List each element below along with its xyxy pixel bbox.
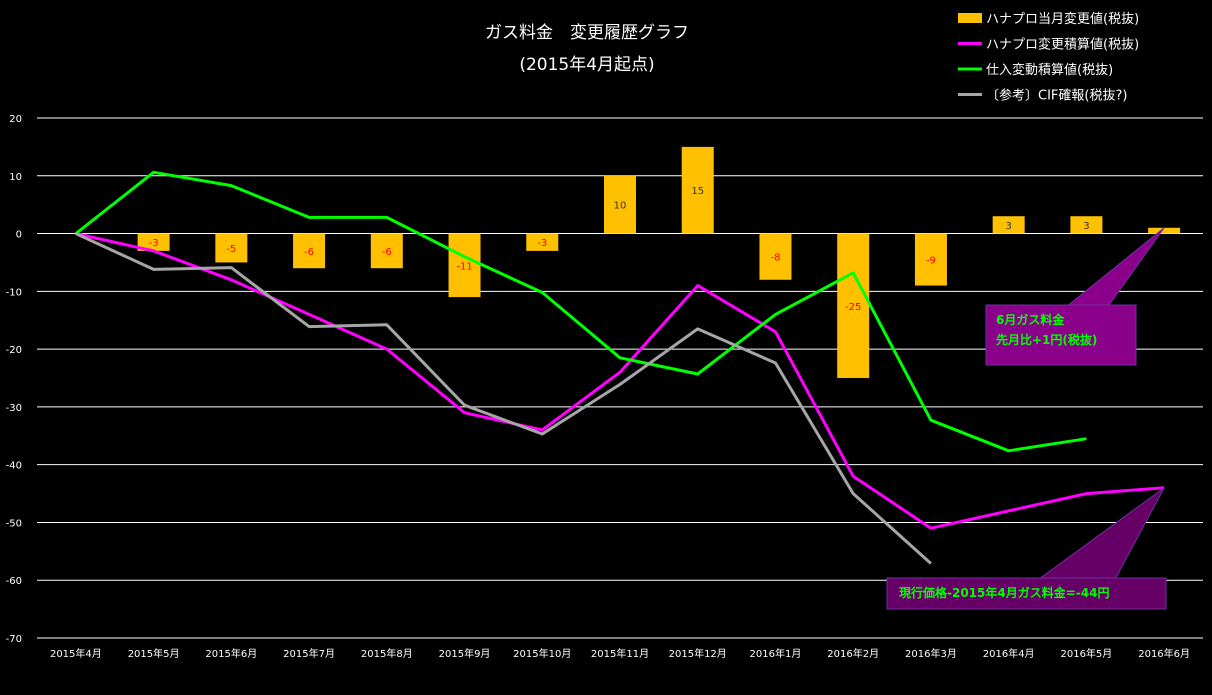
bar-data-label: -3 <box>537 238 547 249</box>
x-tick-label: 2016年1月 <box>750 647 802 660</box>
bar <box>1148 227 1181 234</box>
bar <box>604 175 636 234</box>
y-tick-label: -70 <box>6 634 22 645</box>
callout-box <box>886 577 1167 610</box>
callout-text: 現行価格-2015年4月ガス料金=-44円 <box>899 585 1109 600</box>
x-axis: 2015年4月 2015年5月 2015年6月 2015年7月 2015年8月 2015年… <box>50 647 1190 660</box>
bar-data-label: -9 <box>926 256 936 267</box>
y-tick-label: 20 <box>9 114 22 125</box>
x-tick-label: 2015年4月 <box>50 647 102 660</box>
x-tick-label: 2016年4月 <box>983 647 1035 660</box>
x-tick-label: 2015年8月 <box>361 647 413 660</box>
bar-data-label: -6 <box>382 247 392 258</box>
bar-data-label: 15 <box>691 186 704 197</box>
chart-title-line1: ガス料金 変更履歴グラフ <box>485 23 689 43</box>
legend-label: ハナプロ当月変更値(税抜) <box>986 11 1139 27</box>
x-tick-label: 2015年7月 <box>283 647 335 660</box>
y-tick-label: -30 <box>6 403 22 414</box>
bar-data-label: 3 <box>1005 221 1011 232</box>
x-tick-label: 2016年3月 <box>905 647 957 660</box>
callout-box <box>985 304 1137 366</box>
x-tick-label: 2015年6月 <box>205 647 257 660</box>
callout-text: 先月比+1円(税抜) <box>996 332 1097 347</box>
bar <box>448 233 481 298</box>
callout-text: 6月ガス料金 <box>996 312 1065 327</box>
series-line <box>75 232 1165 530</box>
x-tick-label: 2016年5月 <box>1060 647 1112 660</box>
x-tick-label: 2015年9月 <box>439 647 491 660</box>
bar <box>370 233 403 269</box>
y-tick-label: 10 <box>9 172 22 183</box>
bar <box>215 233 248 263</box>
legend-label: ハナプロ変更積算値(税抜) <box>986 37 1139 53</box>
bar-data-label: -5 <box>226 244 236 255</box>
legend-swatch <box>958 13 982 23</box>
chart-title-line2: (2015年4月起点) <box>519 55 654 75</box>
bar <box>914 233 947 286</box>
series-line <box>75 232 932 565</box>
x-tick-label: 2015年5月 <box>128 647 180 660</box>
bar <box>137 233 170 251</box>
y-tick-label: -60 <box>6 576 22 587</box>
bar-data-label: -8 <box>770 253 780 264</box>
y-tick-label: -40 <box>6 461 22 472</box>
x-tick-label: 2016年2月 <box>827 647 879 660</box>
y-tick-label: -10 <box>6 287 22 298</box>
bar-data-label: -6 <box>304 247 314 258</box>
x-tick-label: 2016年6月 <box>1138 647 1190 660</box>
bar <box>681 146 714 234</box>
callout-pointer <box>1038 487 1165 579</box>
bar-data-label: -3 <box>149 238 159 249</box>
legend: ハナプロ当月変更値(税抜) ハナプロ変更積算値(税抜) 仕入変動積算値(税抜) 〔参考… <box>958 11 1139 104</box>
bar-data-label: -25 <box>845 302 861 313</box>
line-series <box>74 170 1165 565</box>
legend-label: 〔参考〕CIF確報(税抜?) <box>986 88 1127 104</box>
x-tick-label: 2015年10月 <box>513 647 571 660</box>
y-tick-label: -20 <box>6 345 22 356</box>
bar <box>526 233 559 251</box>
y-tick-label: 0 <box>16 230 22 241</box>
bar <box>293 233 326 269</box>
bar <box>992 216 1025 234</box>
bar-data-label: 10 <box>614 201 627 212</box>
x-tick-label: 2015年12月 <box>669 647 727 660</box>
bar <box>1070 216 1103 234</box>
bar <box>759 233 792 280</box>
bar <box>837 233 870 378</box>
x-tick-label: 2015年11月 <box>591 647 649 660</box>
callout-pointer <box>1067 227 1165 306</box>
legend-label: 仕入変動積算値(税抜) <box>986 62 1113 78</box>
series-line <box>74 170 1087 453</box>
y-axis: 20 10 0 -10 -20 -30 -40 -50 -60 -70 <box>6 114 22 645</box>
bar-data-label: 3 <box>1083 221 1089 232</box>
bar-series: -3 -5 -6 -6 -11 -3 10 15 -8 -25 -9 3 3 <box>137 146 1181 378</box>
y-tick-label: -50 <box>6 518 22 529</box>
bar-data-label: -11 <box>456 261 472 272</box>
